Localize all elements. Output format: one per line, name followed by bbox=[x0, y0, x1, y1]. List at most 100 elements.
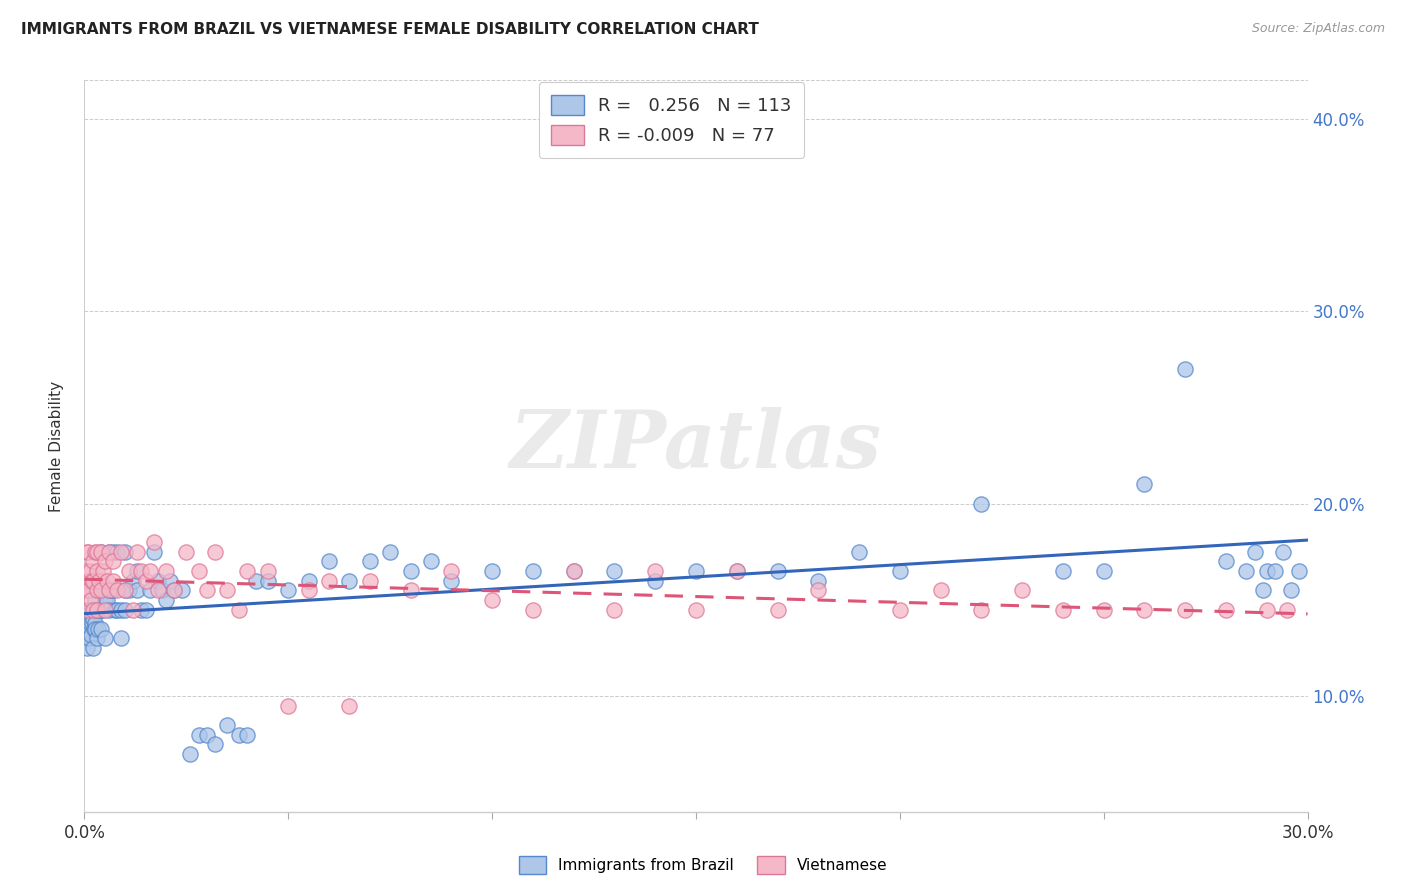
Point bbox=[75, 583, 97, 598]
Point bbox=[277, 583, 299, 598]
Point bbox=[97, 545, 120, 559]
Text: IMMIGRANTS FROM BRAZIL VS VIETNAMESE FEMALE DISABILITY CORRELATION CHART: IMMIGRANTS FROM BRAZIL VS VIETNAMESE FEM… bbox=[21, 22, 759, 37]
Point bbox=[86, 564, 108, 578]
Point bbox=[86, 583, 108, 598]
Point bbox=[440, 574, 463, 588]
Point bbox=[82, 602, 104, 616]
Point bbox=[114, 583, 136, 598]
Point bbox=[87, 574, 110, 588]
Point bbox=[79, 602, 101, 616]
Point bbox=[86, 632, 108, 646]
Point bbox=[380, 545, 402, 559]
Point bbox=[298, 583, 321, 598]
Point bbox=[82, 554, 104, 568]
Point bbox=[228, 728, 250, 742]
Point bbox=[97, 602, 120, 616]
Point bbox=[97, 583, 120, 598]
Point bbox=[127, 583, 149, 598]
Point bbox=[889, 564, 911, 578]
Point bbox=[163, 583, 186, 598]
Point bbox=[929, 583, 952, 598]
Point bbox=[76, 641, 98, 656]
Point bbox=[75, 622, 97, 636]
Point bbox=[1236, 564, 1258, 578]
Point bbox=[159, 574, 181, 588]
Point bbox=[603, 602, 626, 616]
Point bbox=[150, 583, 173, 598]
Point bbox=[1092, 564, 1115, 578]
Point bbox=[77, 612, 100, 626]
Point bbox=[91, 602, 114, 616]
Point bbox=[82, 612, 104, 626]
Point bbox=[82, 574, 104, 588]
Point bbox=[179, 747, 201, 761]
Point bbox=[101, 554, 124, 568]
Point bbox=[97, 545, 120, 559]
Point bbox=[110, 602, 132, 616]
Point bbox=[204, 545, 226, 559]
Point bbox=[195, 728, 218, 742]
Point bbox=[90, 574, 112, 588]
Point bbox=[118, 583, 141, 598]
Point bbox=[257, 574, 280, 588]
Point bbox=[1279, 583, 1302, 598]
Point bbox=[1277, 602, 1299, 616]
Point bbox=[138, 564, 160, 578]
Point bbox=[195, 583, 218, 598]
Point bbox=[245, 574, 267, 588]
Point bbox=[481, 564, 503, 578]
Point bbox=[79, 564, 101, 578]
Point bbox=[146, 574, 169, 588]
Point bbox=[80, 602, 103, 616]
Point bbox=[84, 622, 107, 636]
Point bbox=[1052, 564, 1074, 578]
Point bbox=[114, 583, 136, 598]
Point bbox=[187, 728, 209, 742]
Point bbox=[1174, 602, 1197, 616]
Legend: Immigrants from Brazil, Vietnamese: Immigrants from Brazil, Vietnamese bbox=[513, 850, 893, 880]
Point bbox=[135, 574, 157, 588]
Point bbox=[89, 583, 111, 598]
Point bbox=[93, 602, 115, 616]
Point bbox=[725, 564, 748, 578]
Y-axis label: Female Disability: Female Disability bbox=[49, 380, 63, 512]
Point bbox=[79, 616, 101, 631]
Point bbox=[359, 554, 381, 568]
Point bbox=[96, 593, 118, 607]
Point bbox=[766, 602, 789, 616]
Point bbox=[93, 554, 115, 568]
Point bbox=[174, 545, 197, 559]
Point bbox=[1256, 564, 1278, 578]
Point bbox=[87, 602, 110, 616]
Point bbox=[77, 545, 100, 559]
Point bbox=[217, 583, 239, 598]
Point bbox=[172, 583, 194, 598]
Point bbox=[807, 583, 830, 598]
Point bbox=[82, 583, 104, 598]
Point bbox=[80, 616, 103, 631]
Point bbox=[236, 728, 259, 742]
Point bbox=[75, 564, 97, 578]
Point bbox=[155, 564, 177, 578]
Point bbox=[131, 602, 153, 616]
Point bbox=[236, 564, 259, 578]
Point bbox=[1133, 477, 1156, 491]
Point bbox=[90, 545, 112, 559]
Point bbox=[90, 583, 112, 598]
Point bbox=[105, 602, 128, 616]
Point bbox=[848, 545, 870, 559]
Point bbox=[1251, 583, 1274, 598]
Point bbox=[93, 593, 115, 607]
Point bbox=[86, 583, 108, 598]
Point bbox=[603, 564, 626, 578]
Point bbox=[142, 545, 165, 559]
Point bbox=[318, 574, 340, 588]
Point bbox=[82, 641, 104, 656]
Point bbox=[83, 545, 105, 559]
Point bbox=[1272, 545, 1295, 559]
Point bbox=[101, 583, 124, 598]
Point bbox=[420, 554, 443, 568]
Point bbox=[522, 564, 544, 578]
Point bbox=[163, 583, 186, 598]
Point bbox=[93, 583, 115, 598]
